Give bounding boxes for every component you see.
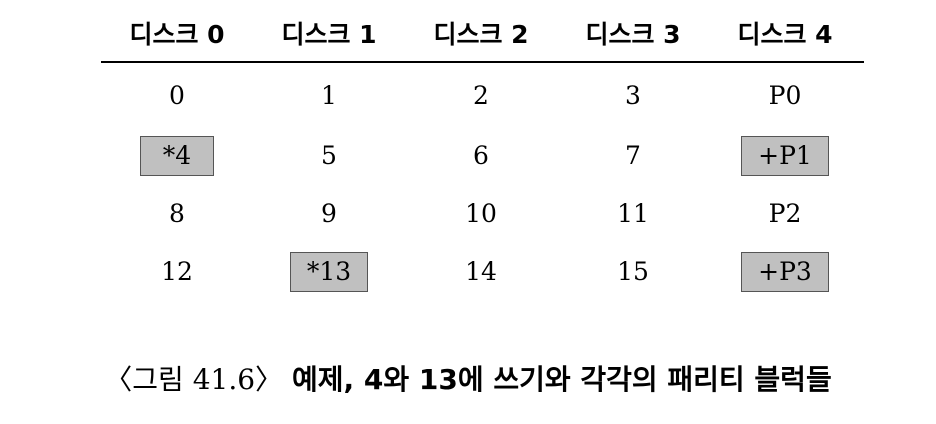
header-divider [101, 61, 864, 63]
cell-value: P0 [768, 81, 802, 110]
table-row: 0 1 2 3 P0 [101, 75, 863, 117]
highlighted-cell-value: *13 [289, 252, 369, 292]
table-cell: 1 [253, 75, 405, 117]
table-cell: +P3 [709, 251, 861, 293]
table-cell: P2 [709, 193, 861, 235]
cell-value: 15 [617, 257, 649, 286]
column-header-disk-0: 디스크 0 [129, 20, 225, 49]
table-cell: 5 [253, 135, 405, 177]
highlighted-cell-value: +P3 [741, 252, 829, 292]
figure-caption: 〈그림 41.6〉 예제, 4와 13에 쓰기와 각각의 패리티 블럭들 [0, 360, 936, 400]
table-header-row: 디스크 0 디스크 1 디스크 2 디스크 3 디스크 4 [101, 16, 863, 54]
cell-value: 5 [321, 141, 337, 170]
cell-value: 3 [625, 81, 641, 110]
table-cell: *13 [253, 251, 405, 293]
table-cell: *4 [101, 135, 253, 177]
table-cell: 15 [557, 251, 709, 293]
table-row: 12 *13 14 15 +P3 [101, 251, 863, 293]
table-cell: 8 [101, 193, 253, 235]
table-cell: 0 [101, 75, 253, 117]
cell-value: 10 [465, 199, 497, 228]
table-cell: 7 [557, 135, 709, 177]
table-cell: 6 [405, 135, 557, 177]
column-header-disk-1: 디스크 1 [281, 20, 377, 49]
highlighted-cell-value: *4 [140, 136, 214, 176]
cell-value: 6 [473, 141, 489, 170]
column-header-disk-2: 디스크 2 [433, 20, 529, 49]
table-cell: 9 [253, 193, 405, 235]
cell-value: 0 [169, 81, 185, 110]
table-cell: 3 [557, 75, 709, 117]
cell-value: 12 [161, 257, 193, 286]
column-header-disk-4: 디스크 4 [737, 20, 833, 49]
table-cell: P0 [709, 75, 861, 117]
table-row: *4 5 6 7 +P1 [101, 135, 863, 177]
highlighted-cell-value: +P1 [741, 136, 829, 176]
cell-value: P2 [768, 199, 802, 228]
table-cell: 11 [557, 193, 709, 235]
cell-value: 1 [321, 81, 337, 110]
table-cell: 12 [101, 251, 253, 293]
cell-value: 7 [625, 141, 641, 170]
table-cell: 2 [405, 75, 557, 117]
cell-value: 14 [465, 257, 497, 286]
column-header-disk-3: 디스크 3 [585, 20, 681, 49]
cell-value: 11 [617, 199, 649, 228]
table-row: 8 9 10 11 P2 [101, 193, 863, 235]
cell-value: 9 [321, 199, 337, 228]
table-cell: 10 [405, 193, 557, 235]
table-cell: 14 [405, 251, 557, 293]
figure-description: 예제, 4와 13에 쓰기와 각각의 패리티 블럭들 [291, 363, 832, 396]
cell-value: 8 [169, 199, 185, 228]
cell-value: 2 [473, 81, 489, 110]
table-cell: +P1 [709, 135, 861, 177]
figure-label: 〈그림 41.6〉 [104, 363, 284, 396]
